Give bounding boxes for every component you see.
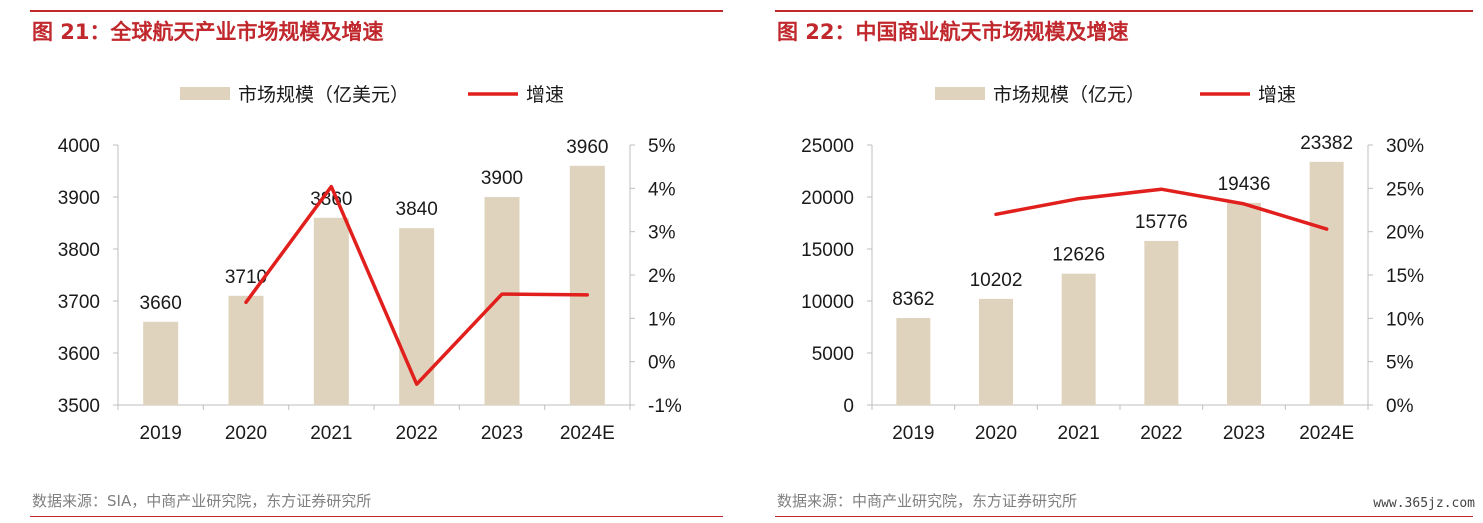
bar	[399, 228, 435, 405]
bar-value-label: 3660	[140, 293, 182, 314]
x-tick-label: 2019	[140, 423, 182, 444]
y-right-tick-label: 15%	[1386, 266, 1424, 287]
x-tick-label: 2022	[1140, 423, 1182, 444]
y-right-tick-label: -1%	[648, 396, 682, 417]
x-tick-label: 2020	[225, 423, 267, 444]
chart-title: 图 22：中国商业航天市场规模及增速	[777, 20, 1129, 44]
bar	[979, 298, 1013, 405]
footer-rule	[775, 516, 1473, 517]
bar-value-label: 8362	[892, 289, 934, 310]
x-tick-label: 2019	[892, 423, 934, 444]
chart-svg: 0 5000 10000 15000 20000 25000 0% 5% 10% 15% 20% 25…	[801, 84, 1424, 444]
y-right-tick-label: 0%	[648, 353, 676, 374]
y-left-tick-label: 3500	[58, 396, 100, 417]
chart-title: 图 21：全球航天产业市场规模及增速	[32, 20, 384, 44]
x-tick-label: 2023	[1223, 423, 1265, 444]
y-right-tick-label: 5%	[648, 136, 676, 157]
y-right-tick-label: 1%	[648, 309, 676, 330]
title-rule	[30, 10, 723, 12]
x-tick-label: 2024E	[1299, 423, 1354, 444]
legend-bar-label: 市场规模（亿元）	[993, 84, 1145, 106]
y-left-tick-label: 3900	[58, 188, 100, 209]
y-left-tick-label: 3600	[58, 344, 100, 365]
y-right-tick-label: 20%	[1386, 223, 1424, 244]
y-left-tick-label: 15000	[801, 240, 854, 261]
legend-bar-swatch	[935, 87, 985, 100]
bar	[1144, 240, 1179, 405]
bar-value-label: 19436	[1218, 174, 1271, 195]
bar	[228, 295, 264, 405]
title-rule	[775, 10, 1473, 12]
y-right-tick-label: 0%	[1386, 396, 1414, 417]
x-tick-label: 2022	[396, 423, 438, 444]
y-left-tick-label: 0	[843, 396, 854, 417]
bar-value-label: 23382	[1300, 133, 1353, 154]
bar	[1227, 202, 1261, 405]
bar-value-label: 12626	[1052, 245, 1105, 266]
footer-rule	[30, 516, 723, 517]
x-tick-label: 2021	[1058, 423, 1100, 444]
bar-value-label: 10202	[970, 270, 1023, 291]
y-left-tick-label: 3700	[58, 292, 100, 313]
bar	[484, 197, 520, 405]
legend-bar-swatch	[180, 87, 230, 100]
bar-value-label: 3860	[310, 189, 352, 210]
bar	[569, 165, 605, 405]
y-left-tick-label: 3800	[58, 240, 100, 261]
y-left-tick-label: 10000	[801, 292, 854, 313]
bar-value-label: 3960	[566, 137, 608, 158]
bar	[143, 321, 179, 405]
y-right-tick-label: 10%	[1386, 309, 1424, 330]
growth-line	[994, 187, 1329, 231]
y-left-tick-label: 5000	[812, 344, 854, 365]
legend-line-label: 增速	[1258, 84, 1296, 106]
legend-line-label: 增速	[526, 84, 564, 106]
source-note: 数据来源：中商产业研究院，东方证券研究所	[777, 492, 1078, 510]
bar-value-label: 15776	[1135, 212, 1188, 233]
y-right-tick-label: 4%	[648, 179, 676, 200]
y-right-tick-label: 25%	[1386, 179, 1424, 200]
y-left-tick-label: 20000	[801, 188, 854, 209]
y-right-tick-label: 5%	[1386, 353, 1414, 374]
x-tick-label: 2020	[975, 423, 1017, 444]
watermark: www.365jz.com	[1373, 496, 1475, 511]
x-tick-label: 2024E	[560, 423, 615, 444]
x-tick-label: 2021	[310, 423, 352, 444]
legend-bar-label: 市场规模（亿美元）	[238, 84, 409, 106]
bar-value-label: 3840	[396, 199, 438, 220]
bar-value-label: 3900	[481, 168, 523, 189]
source-note: 数据来源：SIA，中商产业研究院，东方证券研究所	[32, 492, 372, 510]
bar	[1309, 161, 1344, 405]
bar	[896, 318, 931, 405]
x-tick-label: 2023	[481, 423, 523, 444]
bar-value-label: 3710	[225, 267, 267, 288]
y-left-tick-label: 25000	[801, 136, 854, 157]
bar	[1061, 273, 1096, 405]
y-left-tick-label: 4000	[58, 136, 100, 157]
bar	[313, 217, 349, 405]
chart-svg: 3500 3600 3700 3800 3900 4000 -1% 0% 1% 2% 3% 4% 5% 3…	[58, 84, 682, 444]
y-right-tick-label: 3%	[648, 223, 676, 244]
chart-panel-global: 图 21：全球航天产业市场规模及增速 3500 3600 3700 3800 3900 4…	[30, 10, 723, 517]
y-right-tick-label: 30%	[1386, 136, 1424, 157]
chart-panel-china: 图 22：中国商业航天市场规模及增速 0 5000 10000 15000 20000 2…	[745, 0, 1483, 523]
growth-line	[244, 184, 590, 386]
y-right-tick-label: 2%	[648, 266, 676, 287]
